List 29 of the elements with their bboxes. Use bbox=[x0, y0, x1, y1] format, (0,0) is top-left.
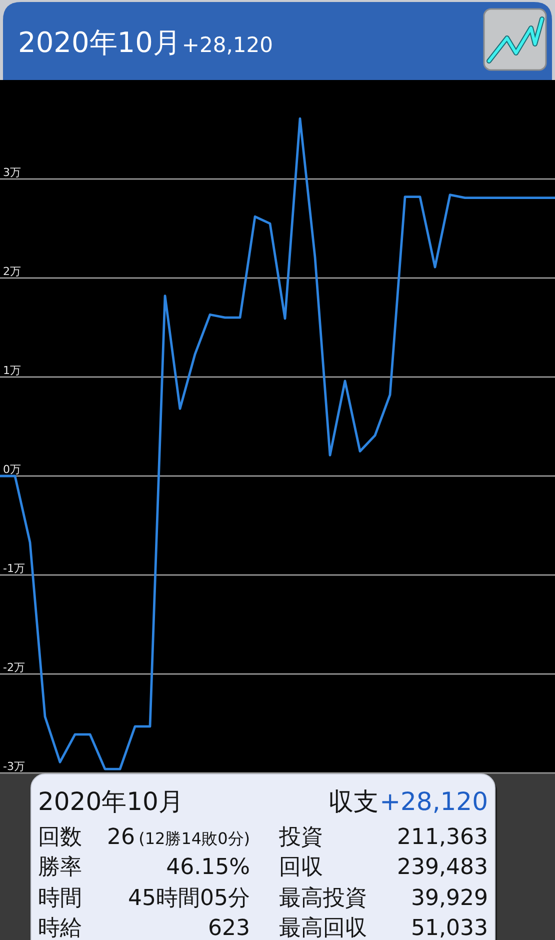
text: 収支 bbox=[328, 787, 379, 816]
text: 勝率 bbox=[38, 855, 82, 880]
text: 回収 bbox=[279, 855, 323, 880]
text: 時間 bbox=[38, 886, 82, 911]
text: 投資 bbox=[278, 825, 323, 850]
text: 623 bbox=[208, 916, 250, 940]
text: 回数 bbox=[38, 825, 82, 850]
chart-title: 2020年10月 bbox=[18, 26, 181, 59]
y-tick-label: -1万 bbox=[3, 562, 25, 575]
text: 51,033 bbox=[411, 916, 488, 940]
y-tick-label: 3万 bbox=[3, 166, 21, 179]
text: 45時間05分 bbox=[128, 886, 250, 911]
text: 211,363 bbox=[397, 825, 488, 850]
text: 239,483 bbox=[397, 855, 488, 880]
text: 最高回収 bbox=[279, 916, 367, 940]
y-tick-label: 0万 bbox=[3, 463, 21, 476]
text: 39,929 bbox=[411, 886, 488, 911]
text: 時給 bbox=[38, 916, 82, 940]
text: 46.15% bbox=[166, 855, 250, 880]
text: 2020年10月 bbox=[38, 787, 184, 816]
y-tick-label: -3万 bbox=[3, 760, 25, 773]
text: 最高投資 bbox=[279, 886, 367, 911]
text: (12勝14敗0分) bbox=[138, 829, 250, 848]
y-tick-label: 2万 bbox=[3, 265, 21, 278]
text: +28,120 bbox=[380, 787, 488, 816]
text: 26 bbox=[107, 825, 135, 850]
y-tick-label: -2万 bbox=[3, 661, 25, 674]
chart-subtitle: +28,120 bbox=[182, 33, 273, 57]
y-tick-label: 1万 bbox=[3, 364, 21, 377]
